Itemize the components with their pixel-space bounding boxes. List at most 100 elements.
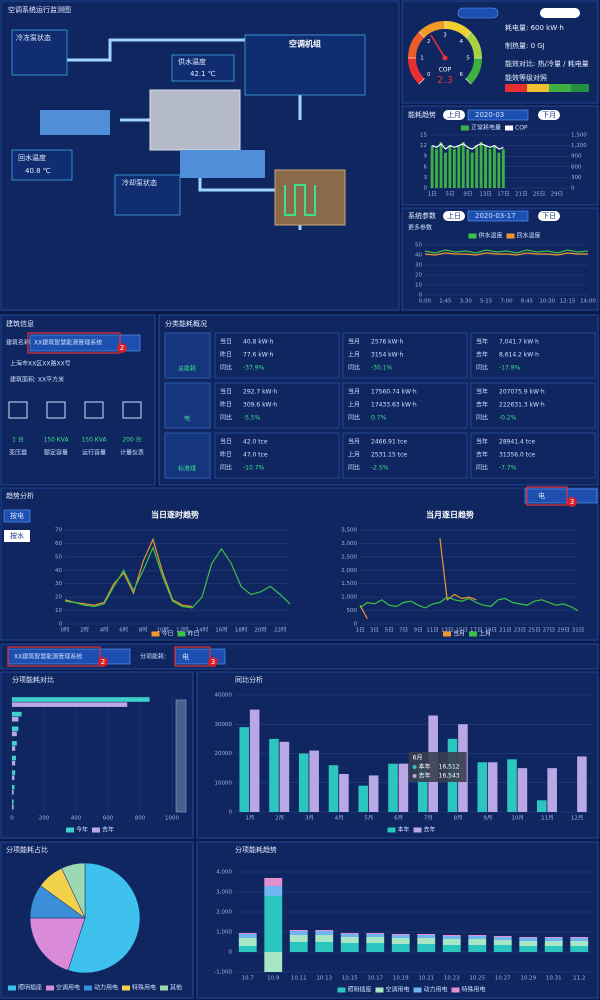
level-bar	[571, 84, 589, 92]
y-tick-label: 30	[55, 581, 62, 587]
bar	[488, 149, 492, 188]
label-box	[171, 54, 235, 82]
x-tick-label: 10.9	[267, 976, 280, 982]
bar	[12, 702, 128, 707]
x-tick-label: 10.29	[520, 976, 536, 982]
value: 40.8 ℃	[25, 167, 51, 175]
legend-swatch	[46, 985, 54, 991]
bar-segment	[570, 946, 589, 952]
x-tick-label: 1日	[428, 191, 437, 198]
panel-title: 建筑信息	[6, 319, 34, 328]
cell	[342, 382, 468, 429]
bar-segment	[442, 945, 461, 952]
panel-title: 能耗趋势	[408, 110, 436, 119]
trend-analysis-panel	[0, 487, 599, 641]
bar	[12, 746, 16, 751]
tab[interactable]	[3, 509, 31, 523]
cell-value: 309.6 kW·h	[243, 402, 277, 409]
energy-text: 制热量: 0 GJ	[505, 41, 545, 50]
series-line	[64, 537, 193, 608]
legend-label: 当月	[453, 630, 465, 638]
legend-swatch	[413, 987, 422, 993]
cell-label: 同比	[476, 414, 488, 422]
energy-text: 能效等级对照	[505, 73, 547, 82]
select-value: 电	[538, 491, 545, 500]
x-tick-label: 21日	[499, 627, 512, 634]
x-tick-label: 6时	[119, 626, 128, 634]
label-box	[244, 34, 366, 96]
next-button[interactable]	[538, 211, 560, 221]
select-label: 建筑名称	[6, 339, 30, 347]
cell-value: -30.1%	[371, 365, 393, 372]
diagram: 空调系统运行监测图 冷冻泵状态 供水温度 42.1 ℃ 空调机组 回水温度 40…	[8, 5, 366, 230]
x-tick-label: 12:15	[560, 299, 576, 305]
bar-segment	[493, 937, 512, 940]
param-panel	[401, 207, 599, 311]
y-tick-label: 40	[415, 253, 422, 259]
type-select[interactable]	[524, 488, 598, 504]
x-tick-label: 25日	[528, 627, 541, 634]
toggle[interactable]	[540, 8, 580, 18]
x-tick-label: 21日	[515, 191, 528, 198]
legend-label: 今年	[76, 826, 88, 834]
gauge-band	[444, 21, 472, 38]
x-tick-label: 1日	[356, 627, 365, 634]
x-tick-label: 10.27	[495, 976, 511, 982]
x-tick-label: 10.17	[367, 976, 383, 982]
series-line	[431, 142, 504, 150]
prev-button-label: 上月	[447, 110, 461, 119]
bar	[501, 149, 505, 188]
x-tick-label: 9日	[414, 627, 423, 634]
cell-label: 当年	[476, 338, 488, 346]
x-tick-label: 16时	[215, 626, 228, 634]
date-field[interactable]	[467, 109, 529, 121]
gauge-band	[408, 31, 425, 59]
next-button[interactable]	[538, 110, 560, 120]
bar	[547, 768, 557, 812]
y-tick-label: 50	[55, 554, 62, 560]
date-field[interactable]	[467, 210, 529, 222]
bar	[12, 784, 15, 790]
tab[interactable]	[4, 530, 30, 542]
label-box	[11, 29, 68, 76]
building-select[interactable]	[29, 334, 141, 352]
bar-segment	[544, 941, 563, 946]
bar	[12, 711, 22, 717]
cell-value: -2.5%	[371, 465, 389, 472]
y-tick-label: 1,000	[341, 595, 357, 601]
bar	[12, 697, 150, 702]
bar-segment	[264, 952, 283, 972]
cell-value: 42.0 tce	[243, 439, 268, 446]
bar-segment	[391, 944, 410, 952]
cell-label: 同比	[476, 364, 488, 372]
cell-label: 同比	[220, 364, 232, 372]
legend-swatch	[177, 631, 186, 637]
prev-button[interactable]	[443, 110, 465, 120]
select-value: XX建筑智慧能源管理系统	[34, 339, 102, 347]
tick-mark	[465, 78, 472, 85]
legend-swatch	[375, 987, 384, 993]
bar-segment	[264, 886, 283, 896]
bar	[466, 149, 470, 188]
scrollbar[interactable]	[175, 699, 187, 813]
x-tick-label: 29日	[551, 191, 564, 198]
bar	[239, 727, 250, 812]
x-tick-label: 200	[39, 816, 50, 822]
gauge-tick-label: 1	[420, 56, 424, 62]
link[interactable]: 更多参数	[408, 224, 432, 232]
device-label: 变压器	[9, 449, 27, 457]
tick-mark	[418, 31, 425, 38]
toggle[interactable]	[457, 7, 499, 19]
chiller	[149, 89, 241, 151]
panel-title: 空调系统运行监测图	[8, 5, 71, 14]
bar	[12, 716, 19, 722]
pump	[40, 110, 110, 135]
chart-title: 当日逐时趋势	[151, 510, 199, 520]
x-tick-label: 4月	[335, 815, 344, 822]
badge-label: 3	[570, 498, 574, 506]
tooltip-dot	[412, 765, 417, 769]
bar	[492, 145, 496, 188]
prev-button[interactable]	[443, 211, 465, 221]
y-tick-label: 20	[415, 273, 422, 279]
